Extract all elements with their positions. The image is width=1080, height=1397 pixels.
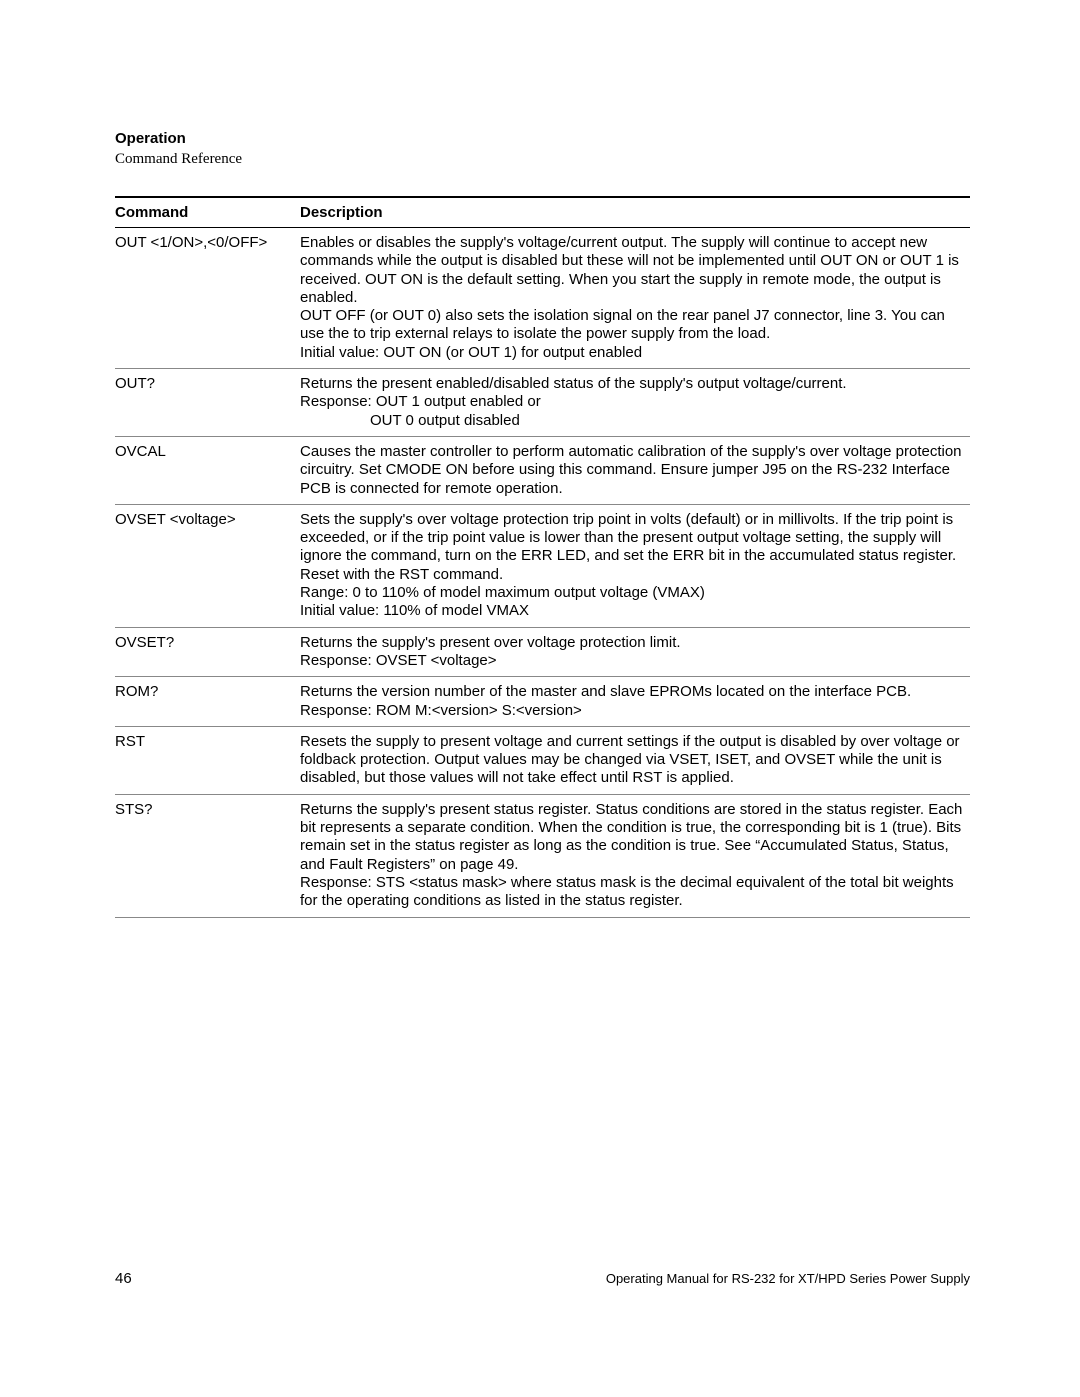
description-line: Response: OVSET <voltage>: [300, 652, 966, 670]
command-reference-table: Command Description OUT <1/ON>,<0/OFF>En…: [115, 196, 970, 918]
description-line: Resets the supply to present voltage and…: [300, 733, 966, 788]
description-line: OUT OFF (or OUT 0) also sets the isolati…: [300, 307, 966, 344]
description-line: Initial value: 110% of model VMAX: [300, 602, 966, 620]
description-line: OUT 0 output disabled: [300, 412, 966, 430]
description-line: Enables or disables the supply's voltage…: [300, 234, 966, 307]
command-cell: OVSET <voltage>: [115, 504, 300, 627]
table-row: STS?Returns the supply's present status …: [115, 794, 970, 917]
table-row: OVSET?Returns the supply's present over …: [115, 627, 970, 677]
description-line: Returns the supply's present over voltag…: [300, 634, 966, 652]
description-line: Returns the present enabled/disabled sta…: [300, 375, 966, 393]
document-page: Operation Command Reference Command Desc…: [0, 0, 1080, 1397]
description-cell: Enables or disables the supply's voltage…: [300, 228, 970, 369]
command-cell: OVCAL: [115, 436, 300, 504]
table-row: OVCALCauses the master controller to per…: [115, 436, 970, 504]
description-line: Range: 0 to 110% of model maximum output…: [300, 584, 966, 602]
description-cell: Returns the supply's present over voltag…: [300, 627, 970, 677]
section-title: Operation: [115, 130, 970, 147]
column-header-description: Description: [300, 197, 970, 228]
command-cell: OVSET?: [115, 627, 300, 677]
command-cell: OUT?: [115, 369, 300, 437]
description-line: Response: STS <status mask> where status…: [300, 874, 966, 911]
description-cell: Returns the supply's present status regi…: [300, 794, 970, 917]
table-row: OUT <1/ON>,<0/OFF>Enables or disables th…: [115, 228, 970, 369]
description-cell: Returns the version number of the master…: [300, 677, 970, 727]
description-line: Sets the supply's over voltage protectio…: [300, 511, 966, 584]
description-line: Returns the version number of the master…: [300, 683, 966, 701]
page-number: 46: [115, 1270, 132, 1287]
description-cell: Sets the supply's over voltage protectio…: [300, 504, 970, 627]
description-line: Response: ROM M:<version> S:<version>: [300, 702, 966, 720]
description-line: Initial value: OUT ON (or OUT 1) for out…: [300, 344, 966, 362]
section-subtitle: Command Reference: [115, 151, 970, 168]
page-footer: 46 Operating Manual for RS-232 for XT/HP…: [115, 1270, 970, 1287]
table-row: RSTResets the supply to present voltage …: [115, 726, 970, 794]
description-cell: Causes the master controller to perform …: [300, 436, 970, 504]
footer-text: Operating Manual for RS-232 for XT/HPD S…: [606, 1271, 970, 1286]
table-row: OUT?Returns the present enabled/disabled…: [115, 369, 970, 437]
command-cell: STS?: [115, 794, 300, 917]
description-line: Causes the master controller to perform …: [300, 443, 966, 498]
command-cell: ROM?: [115, 677, 300, 727]
description-line: Returns the supply's present status regi…: [300, 801, 966, 874]
description-cell: Resets the supply to present voltage and…: [300, 726, 970, 794]
description-line: Response: OUT 1 output enabled or: [300, 393, 966, 411]
table-row: OVSET <voltage>Sets the supply's over vo…: [115, 504, 970, 627]
column-header-command: Command: [115, 197, 300, 228]
table-header-row: Command Description: [115, 197, 970, 228]
command-cell: RST: [115, 726, 300, 794]
description-cell: Returns the present enabled/disabled sta…: [300, 369, 970, 437]
command-cell: OUT <1/ON>,<0/OFF>: [115, 228, 300, 369]
table-row: ROM?Returns the version number of the ma…: [115, 677, 970, 727]
